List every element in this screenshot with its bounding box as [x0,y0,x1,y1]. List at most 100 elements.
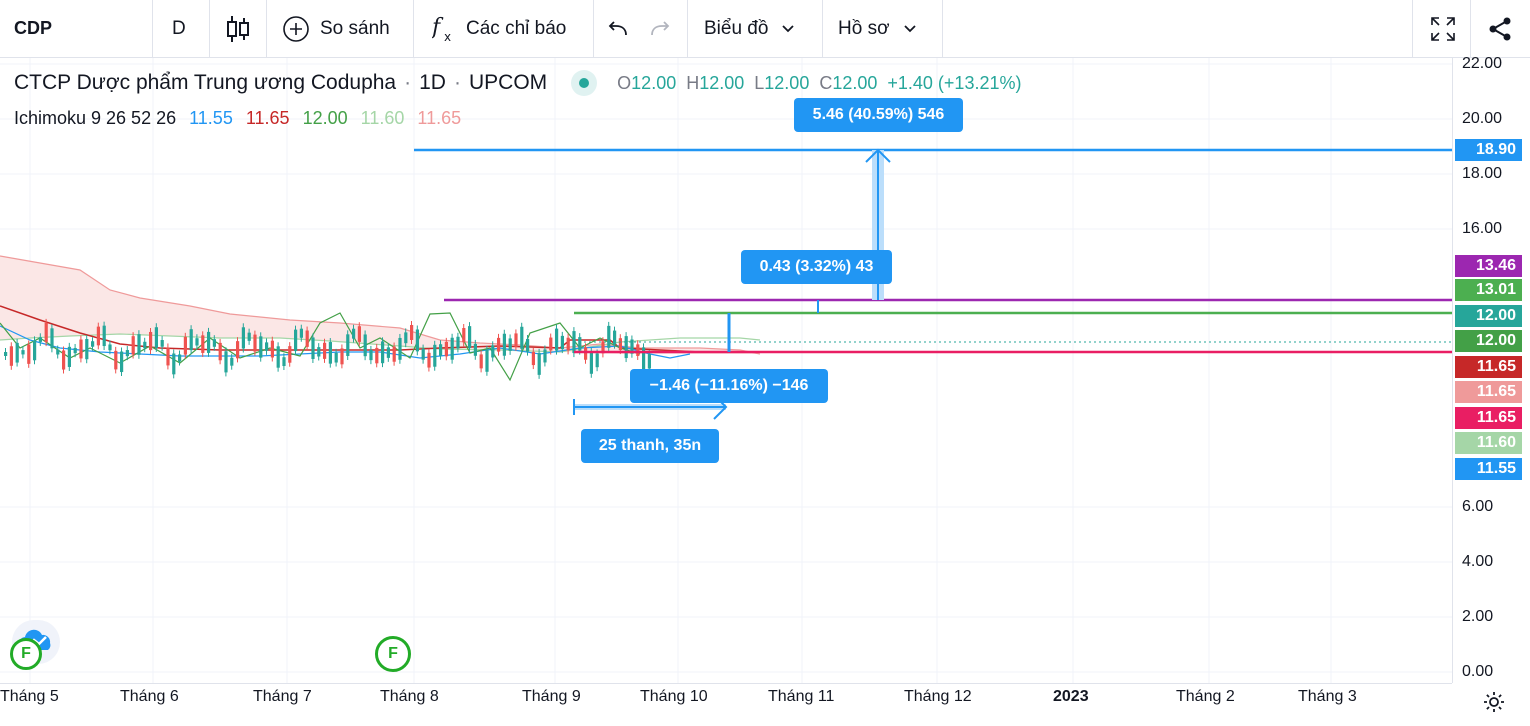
candle-body [363,334,367,357]
candle-body [526,338,530,352]
candle-body [537,352,541,375]
price-tick-label: 16.00 [1462,220,1503,237]
candle-body [120,351,124,373]
price-axis[interactable] [1452,58,1530,683]
price-scale-label: 13.46 [1455,255,1522,277]
candle-body [549,337,553,351]
market-status-icon[interactable] [571,70,598,96]
candle-body [450,337,454,360]
candle-body [241,327,245,349]
redo-button[interactable] [648,0,672,57]
profile-dropdown[interactable]: Hồ sơ [838,0,918,57]
candle-body [485,349,489,372]
profile-label: Hồ sơ [838,17,890,39]
candle-body [386,347,390,358]
candle-body [178,354,182,362]
candle-body [15,342,19,363]
measure-arrowhead [865,148,891,163]
candle-body [183,336,187,355]
time-tick-label: Tháng 6 [120,688,179,705]
candle-body [410,325,414,340]
svg-text:x: x [444,30,451,44]
symbol-search-button[interactable]: CDP [14,18,53,38]
candle-body [398,337,402,360]
candle-body [433,344,437,367]
interval-button[interactable]: D [172,17,186,39]
ichimoku-span-a: 11.60 [360,108,405,128]
price-scale-label: 11.65 [1455,381,1522,403]
candle-body [265,342,269,351]
legend-separator: · [453,71,461,94]
fullscreen-button[interactable] [1430,0,1456,57]
ohlc-open-label: O [617,72,632,93]
candle-body [323,342,327,359]
time-tick-label: Tháng 2 [1176,688,1235,705]
candle-body [56,349,60,355]
price-tick-label: 4.00 [1462,553,1494,570]
candle-body [491,345,495,358]
divider [593,0,594,57]
chart-type-dropdown[interactable]: Biểu đồ [704,0,796,57]
compare-button[interactable]: So sánh [282,0,390,57]
candle-body [479,354,483,369]
legend-title: CTCP Dược phẩm Trung ương Codupha [14,71,397,94]
financial-event-badge[interactable]: F [375,636,411,672]
candle-body [439,344,443,356]
share-button[interactable] [1488,0,1512,57]
legend-separator: · [404,71,412,94]
divider [687,0,688,57]
candle-body [259,336,263,358]
price-tick-label: 20.00 [1462,110,1503,127]
candle-body [392,346,396,362]
candle-body [108,344,112,351]
settings-button[interactable] [1478,686,1510,718]
candle-body [67,346,71,367]
candle-body [647,354,651,369]
candle-body [421,348,425,360]
ichimoku-cloud [0,256,760,354]
measure-tooltip-top: 5.46 (40.59%) 546 [794,98,963,132]
candle-body [618,338,622,351]
ichimoku-conversion: 11.55 [189,108,233,128]
candle-body [514,333,518,347]
time-axis[interactable] [0,683,1452,726]
candle-body [9,346,13,366]
bars-count-tooltip: 25 thanh, 35n [581,429,719,463]
svg-text:f: f [432,15,444,40]
ichimoku-legend[interactable]: Ichimoku 9 26 52 26 11.55 11.65 12.00 11… [14,108,461,129]
candle-body [276,346,280,368]
chart-canvas[interactable] [0,58,1452,683]
candles-icon [227,15,249,42]
ohlc-open: 12.00 [631,72,677,93]
chart-type-label: Biểu đồ [704,17,769,39]
candle-body [160,340,164,347]
time-tick-label: Tháng 12 [904,688,972,705]
candle-body [311,337,315,359]
candle-body [79,339,83,359]
symbol-legend: CTCP Dược phẩm Trung ương Codupha · 1D ·… [14,70,1021,96]
candle-body [566,337,570,351]
candle-body [317,347,321,357]
candle-body [294,329,298,352]
price-tick-label: 18.00 [1462,165,1503,182]
candle-body [404,332,408,344]
chart-pane[interactable] [0,58,1452,683]
candle-body [555,328,559,351]
divider [152,0,153,57]
candle-body [218,342,222,361]
plus-circle-icon [283,15,309,42]
candle-body [543,349,547,363]
undo-button[interactable] [606,0,630,57]
candle-body [584,347,588,360]
candle-style-button[interactable] [226,0,250,57]
candle-body [601,341,605,354]
financial-event-badge[interactable]: F [10,638,42,670]
candle-body [328,342,332,364]
divider [822,0,823,57]
candle-body [305,330,309,347]
price-scale-label: 12.00 [1455,305,1522,327]
chevron-down-icon [903,24,916,32]
